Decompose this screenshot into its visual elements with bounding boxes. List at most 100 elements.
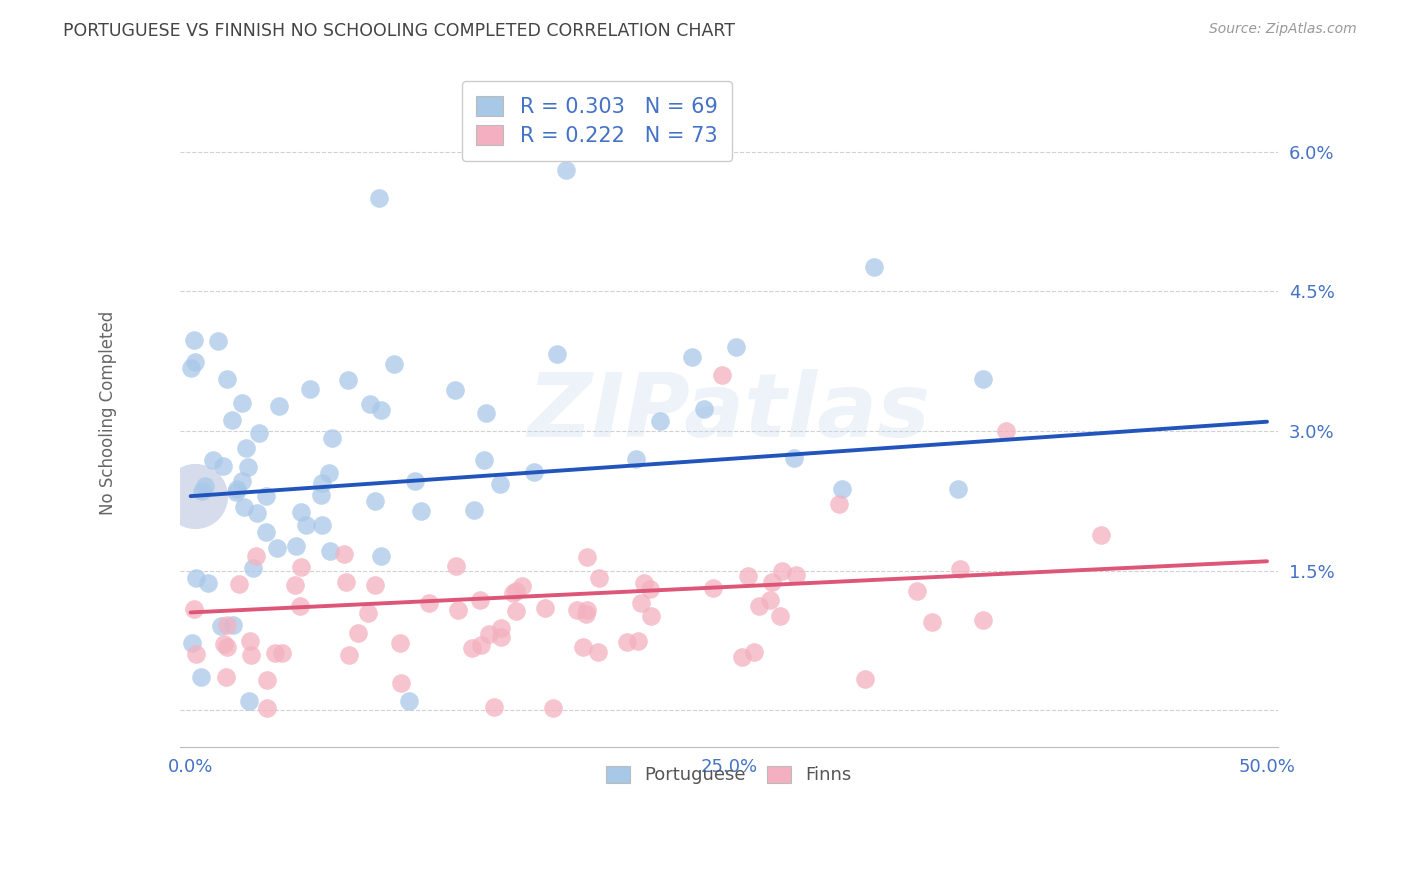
Point xyxy=(921,615,943,630)
Point xyxy=(225,484,247,499)
Point xyxy=(309,487,332,501)
Point xyxy=(769,609,792,624)
Point xyxy=(263,647,285,661)
Point xyxy=(311,518,333,533)
Point xyxy=(245,549,267,563)
Point xyxy=(201,452,224,467)
Point xyxy=(491,630,513,644)
Point xyxy=(389,676,412,690)
Point xyxy=(363,578,385,592)
Point xyxy=(586,645,609,659)
Point xyxy=(240,648,263,662)
Point xyxy=(247,425,270,440)
Point xyxy=(510,579,533,593)
Legend: Portuguese, Finns: Portuguese, Finns xyxy=(595,755,862,796)
Point xyxy=(222,618,245,632)
Point xyxy=(183,333,205,347)
Point xyxy=(737,569,759,583)
Point xyxy=(702,581,724,595)
Point xyxy=(269,399,291,413)
Point xyxy=(575,607,598,621)
Point xyxy=(212,459,235,474)
Point xyxy=(370,402,392,417)
Y-axis label: No Schooling Completed: No Schooling Completed xyxy=(100,310,117,515)
Point xyxy=(207,334,229,348)
Point xyxy=(770,564,793,578)
Point xyxy=(470,638,492,652)
Point xyxy=(505,604,527,618)
Point xyxy=(447,603,470,617)
Point xyxy=(783,451,806,466)
Point xyxy=(190,670,212,684)
Point xyxy=(284,577,307,591)
Point xyxy=(194,479,217,493)
Point xyxy=(725,340,748,354)
Point xyxy=(463,503,485,517)
Point xyxy=(357,606,380,620)
Text: ZIPatlas: ZIPatlas xyxy=(527,369,931,456)
Point xyxy=(215,670,238,684)
Point xyxy=(576,603,599,617)
Point xyxy=(633,575,655,590)
Point xyxy=(228,577,250,591)
Point xyxy=(404,475,426,489)
Point xyxy=(571,640,593,654)
Point xyxy=(482,700,505,714)
Point xyxy=(233,500,256,515)
Point xyxy=(191,483,214,498)
Point xyxy=(321,431,343,445)
Point xyxy=(546,347,568,361)
Point xyxy=(1090,528,1112,542)
Point xyxy=(184,647,207,661)
Point xyxy=(472,453,495,467)
Point xyxy=(444,559,467,574)
Point xyxy=(638,582,661,596)
Point xyxy=(946,482,969,496)
Point xyxy=(332,547,354,561)
Point xyxy=(759,593,782,607)
Point xyxy=(337,648,360,662)
Point xyxy=(318,466,340,480)
Point xyxy=(337,373,360,387)
Point xyxy=(502,586,524,600)
Text: Source: ZipAtlas.com: Source: ZipAtlas.com xyxy=(1209,22,1357,37)
Point xyxy=(831,482,853,496)
Point xyxy=(266,541,288,556)
Point xyxy=(215,640,238,655)
Point xyxy=(347,626,370,640)
Point xyxy=(534,601,557,615)
Point xyxy=(994,424,1017,438)
Point xyxy=(554,163,576,178)
Point xyxy=(215,372,238,386)
Text: PORTUGUESE VS FINNISH NO SCHOOLING COMPLETED CORRELATION CHART: PORTUGUESE VS FINNISH NO SCHOOLING COMPL… xyxy=(63,22,735,40)
Point xyxy=(299,382,322,396)
Point xyxy=(505,583,527,598)
Point xyxy=(828,497,851,511)
Point xyxy=(853,672,876,686)
Point xyxy=(681,350,703,364)
Point xyxy=(444,383,467,397)
Point xyxy=(290,505,312,519)
Point xyxy=(335,574,357,589)
Point xyxy=(295,518,318,533)
Point xyxy=(290,599,312,614)
Point xyxy=(785,568,807,582)
Point xyxy=(588,571,610,585)
Point xyxy=(364,493,387,508)
Point xyxy=(523,466,546,480)
Point xyxy=(256,673,278,688)
Point xyxy=(221,413,243,427)
Point xyxy=(180,360,202,375)
Point xyxy=(231,396,253,410)
Point xyxy=(290,560,312,574)
Point xyxy=(359,397,381,411)
Point xyxy=(949,561,972,575)
Point xyxy=(215,617,238,632)
Point xyxy=(972,372,994,386)
Point xyxy=(246,506,269,520)
Point xyxy=(567,603,589,617)
Point xyxy=(411,503,433,517)
Point xyxy=(254,489,277,503)
Point xyxy=(256,701,278,715)
Point xyxy=(616,634,638,648)
